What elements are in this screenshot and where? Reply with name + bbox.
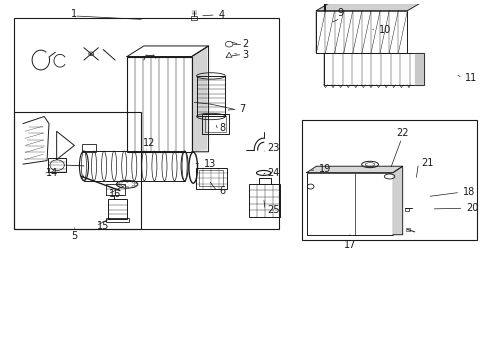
Text: 25: 25 bbox=[267, 205, 280, 215]
Text: 16: 16 bbox=[109, 189, 122, 199]
Text: 10: 10 bbox=[378, 25, 390, 35]
Bar bbox=[404, 208, 408, 211]
Text: 5: 5 bbox=[71, 231, 77, 241]
Bar bbox=[106, 218, 129, 222]
Text: 11: 11 bbox=[464, 73, 476, 83]
Text: 23: 23 bbox=[267, 143, 279, 153]
Text: 2: 2 bbox=[242, 39, 248, 49]
Text: 6: 6 bbox=[219, 186, 225, 196]
Bar bbox=[14, 18, 279, 229]
Bar bbox=[127, 57, 191, 152]
Bar bbox=[196, 76, 225, 117]
Text: 1: 1 bbox=[71, 9, 77, 19]
Bar bbox=[205, 116, 225, 132]
Bar bbox=[48, 158, 66, 172]
Polygon shape bbox=[392, 166, 402, 235]
Bar bbox=[323, 53, 419, 85]
Text: 9: 9 bbox=[337, 8, 343, 18]
Text: 14: 14 bbox=[45, 168, 58, 178]
Polygon shape bbox=[316, 4, 419, 11]
Text: 19: 19 bbox=[318, 165, 330, 174]
Text: 24: 24 bbox=[267, 168, 279, 178]
Text: 12: 12 bbox=[142, 138, 155, 148]
Polygon shape bbox=[414, 53, 424, 85]
Bar bbox=[195, 168, 226, 189]
Bar bbox=[302, 120, 476, 240]
Bar bbox=[199, 170, 223, 186]
Polygon shape bbox=[191, 46, 208, 152]
Bar bbox=[249, 184, 280, 217]
Text: 13: 13 bbox=[203, 159, 216, 169]
Text: 17: 17 bbox=[343, 240, 355, 250]
Bar bbox=[202, 114, 228, 134]
Text: 21: 21 bbox=[420, 158, 432, 168]
Bar bbox=[191, 15, 197, 20]
Bar bbox=[406, 228, 409, 231]
Bar bbox=[108, 199, 127, 219]
Bar bbox=[15, 112, 141, 229]
Bar bbox=[306, 172, 392, 235]
Bar bbox=[81, 144, 96, 152]
Bar bbox=[316, 11, 407, 53]
Text: 22: 22 bbox=[396, 129, 408, 138]
Text: 15: 15 bbox=[97, 221, 109, 231]
Text: 8: 8 bbox=[219, 123, 225, 133]
Text: 7: 7 bbox=[238, 104, 244, 114]
Text: 18: 18 bbox=[462, 187, 474, 197]
Text: 3: 3 bbox=[242, 50, 248, 60]
Text: 4: 4 bbox=[218, 10, 224, 20]
Text: 20: 20 bbox=[465, 203, 477, 213]
Polygon shape bbox=[306, 166, 402, 172]
